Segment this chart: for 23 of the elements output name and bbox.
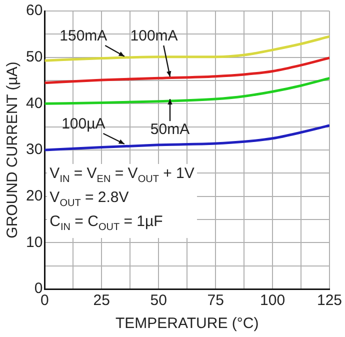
y-tick-label: 10: [26, 234, 43, 251]
x-tick-label: 100: [260, 292, 286, 310]
y-tick-label: 30: [26, 141, 43, 158]
text: 100mA: [130, 28, 178, 45]
series-label: 100µA: [62, 116, 106, 133]
annotation: V$_{IN}$ = V$_{EN}$ = V$_{OUT}$ + 1V: [50, 164, 194, 187]
y-axis-title: GROUND CURRENT (µA): [4, 62, 22, 238]
y-tick-label: 40: [26, 94, 43, 112]
annotation: V$_{OUT}$ = 2.8V: [50, 188, 130, 211]
y-tick-label: 50: [26, 48, 43, 66]
x-tick-label: 75: [207, 292, 224, 310]
y-tick-label: 20: [26, 187, 43, 204]
x-tick-label: 125: [316, 292, 342, 310]
y-tick-label: 0: [34, 280, 43, 298]
series-label: 150mA: [60, 28, 108, 45]
y-tick-label: 60: [26, 2, 43, 20]
series-label: 50mA: [150, 121, 190, 138]
x-axis-title: TEMPERATURE (°C): [115, 315, 259, 332]
x-tick-label: 50: [150, 292, 167, 310]
annotation: C$_{IN}$ = C$_{OUT}$ = 1µF: [50, 212, 164, 235]
line-series: [44, 56, 330, 84]
x-tick-label: 25: [93, 292, 110, 310]
line-series: [44, 76, 330, 105]
